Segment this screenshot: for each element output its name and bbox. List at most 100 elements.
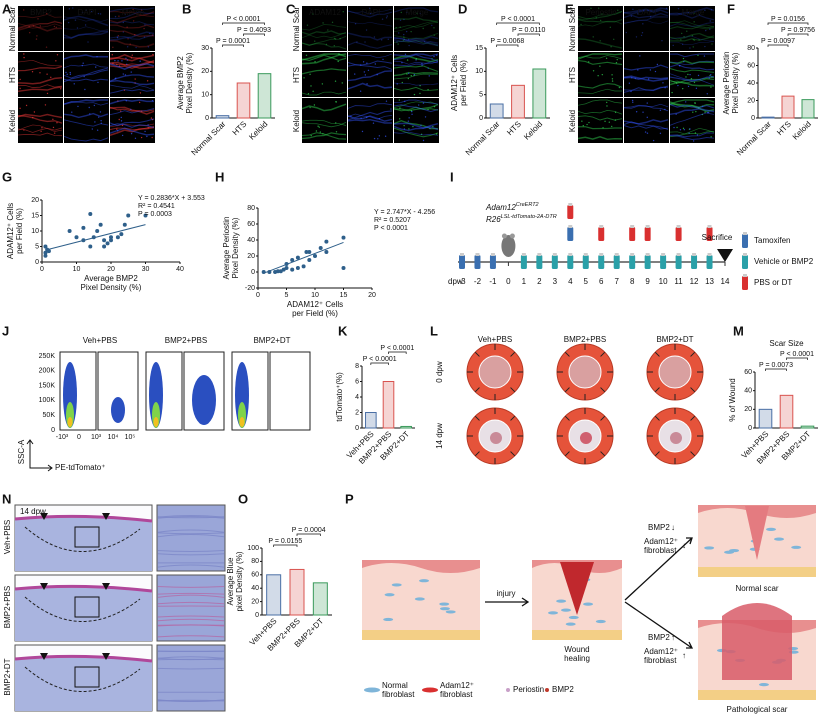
- cell-signal: [122, 21, 125, 24]
- tissue-signal: [63, 16, 109, 22]
- dt-vial: [675, 225, 682, 241]
- significance-bracket: [388, 351, 407, 354]
- cell-signal: [335, 131, 338, 133]
- cell-signal: [35, 38, 38, 40]
- significance-bracket: [222, 22, 265, 25]
- cell-signal: [588, 121, 590, 124]
- cell-signal: [695, 110, 697, 113]
- x-tick-label: 20: [107, 266, 115, 273]
- histology-timepoint: 14 dpw: [20, 507, 46, 516]
- cell-signal: [415, 59, 417, 61]
- tissue-signal: [109, 63, 155, 70]
- branch-bmp2: BMP2: [648, 633, 670, 642]
- bar: [758, 408, 773, 429]
- photo-row-label: 14 dpw: [435, 423, 444, 449]
- cell-signal: [692, 111, 694, 113]
- cell-signal: [39, 25, 42, 27]
- tissue-signal: [63, 67, 109, 79]
- y-axis-label: pixel Density (%): [235, 551, 244, 611]
- cell-signal: [685, 76, 687, 78]
- cell-signal: [693, 12, 695, 15]
- cell-signal: [338, 53, 340, 55]
- flow-gate: [269, 351, 311, 431]
- flow-y-tick: 200K: [39, 368, 56, 375]
- y-tick-label: 40: [251, 585, 259, 592]
- photo-row-label: 0 dpw: [435, 361, 444, 383]
- panel-label: N: [2, 491, 11, 506]
- cell-signal: [111, 54, 114, 56]
- cell-signal: [373, 137, 376, 140]
- cell-signal: [121, 124, 124, 127]
- y-tick-label: 20: [251, 598, 259, 605]
- fibroblast: [419, 579, 430, 583]
- cell-signal: [322, 133, 324, 135]
- bar: [382, 381, 395, 429]
- y-axis-label: ADAM12⁺ Cells: [450, 55, 459, 111]
- cell-signal: [130, 132, 133, 135]
- cell-signal: [635, 36, 638, 38]
- point: [143, 213, 148, 218]
- suture: [474, 351, 480, 357]
- cell-signal: [697, 74, 700, 77]
- y-tick-label: 10: [31, 228, 39, 235]
- bar: [236, 82, 251, 119]
- tissue-signal: [301, 30, 347, 36]
- y-tick-label: 80: [747, 45, 755, 52]
- cell-signal: [403, 124, 405, 127]
- cell-signal: [406, 73, 408, 75]
- point: [81, 238, 86, 243]
- cell-signal: [378, 135, 381, 137]
- fibroblast: [383, 617, 394, 622]
- tissue-signal: [577, 11, 623, 21]
- cell-signal: [32, 25, 35, 27]
- cell-signal: [96, 129, 99, 131]
- cell-signal: [597, 7, 600, 9]
- y-tick-label: 15: [31, 212, 39, 219]
- tissue-signal: [623, 75, 669, 82]
- vial-cap: [676, 225, 681, 228]
- tissue-signal: [577, 60, 623, 66]
- cell-signal: [151, 99, 154, 102]
- treatment-vial: [706, 253, 713, 269]
- tissue-signal: [109, 61, 155, 69]
- epidermis: [14, 584, 153, 593]
- cell-signal: [307, 93, 310, 95]
- cell-signal: [374, 63, 377, 65]
- cell-signal: [683, 129, 686, 131]
- cell-signal: [411, 110, 413, 113]
- cell-signal: [587, 61, 590, 63]
- cell-signal: [303, 77, 305, 79]
- p-value: P = 0.4093: [237, 27, 271, 34]
- cell-signal: [23, 56, 25, 59]
- vial-cap: [460, 253, 464, 256]
- flow-y-tick: 250K: [39, 353, 56, 360]
- tissue-signal: [623, 119, 669, 125]
- y-tick-label: 0: [479, 115, 483, 122]
- tamoxifen-vial: [489, 253, 496, 269]
- cell-signal: [431, 58, 433, 60]
- flow-tdtomato-population: [192, 375, 216, 425]
- tissue-signal: [301, 132, 347, 140]
- cell-signal: [681, 32, 683, 35]
- cell-signal: [654, 70, 657, 73]
- cell-signal: [376, 73, 378, 76]
- significance-bracket: [496, 44, 519, 47]
- y-axis-label: Average Periostin: [222, 217, 231, 280]
- cell-signal: [337, 60, 339, 63]
- tissue-signal: [623, 12, 669, 19]
- tissue-signal: [393, 61, 439, 67]
- y-tick-label: 40: [247, 237, 255, 244]
- vial-body: [567, 205, 574, 219]
- point: [267, 270, 272, 274]
- micrograph: [348, 52, 393, 97]
- fibroblast: [560, 608, 571, 612]
- cell-signal: [673, 126, 675, 129]
- cell-signal: [398, 118, 401, 120]
- legend-text: Vehicle or BMP2: [754, 257, 814, 266]
- cell-signal: [56, 54, 59, 56]
- tissue-signal: [393, 101, 439, 108]
- suture: [564, 415, 570, 421]
- cell-signal: [71, 111, 73, 113]
- channel-label: BMP2: [30, 8, 52, 17]
- fit-line: [263, 241, 344, 274]
